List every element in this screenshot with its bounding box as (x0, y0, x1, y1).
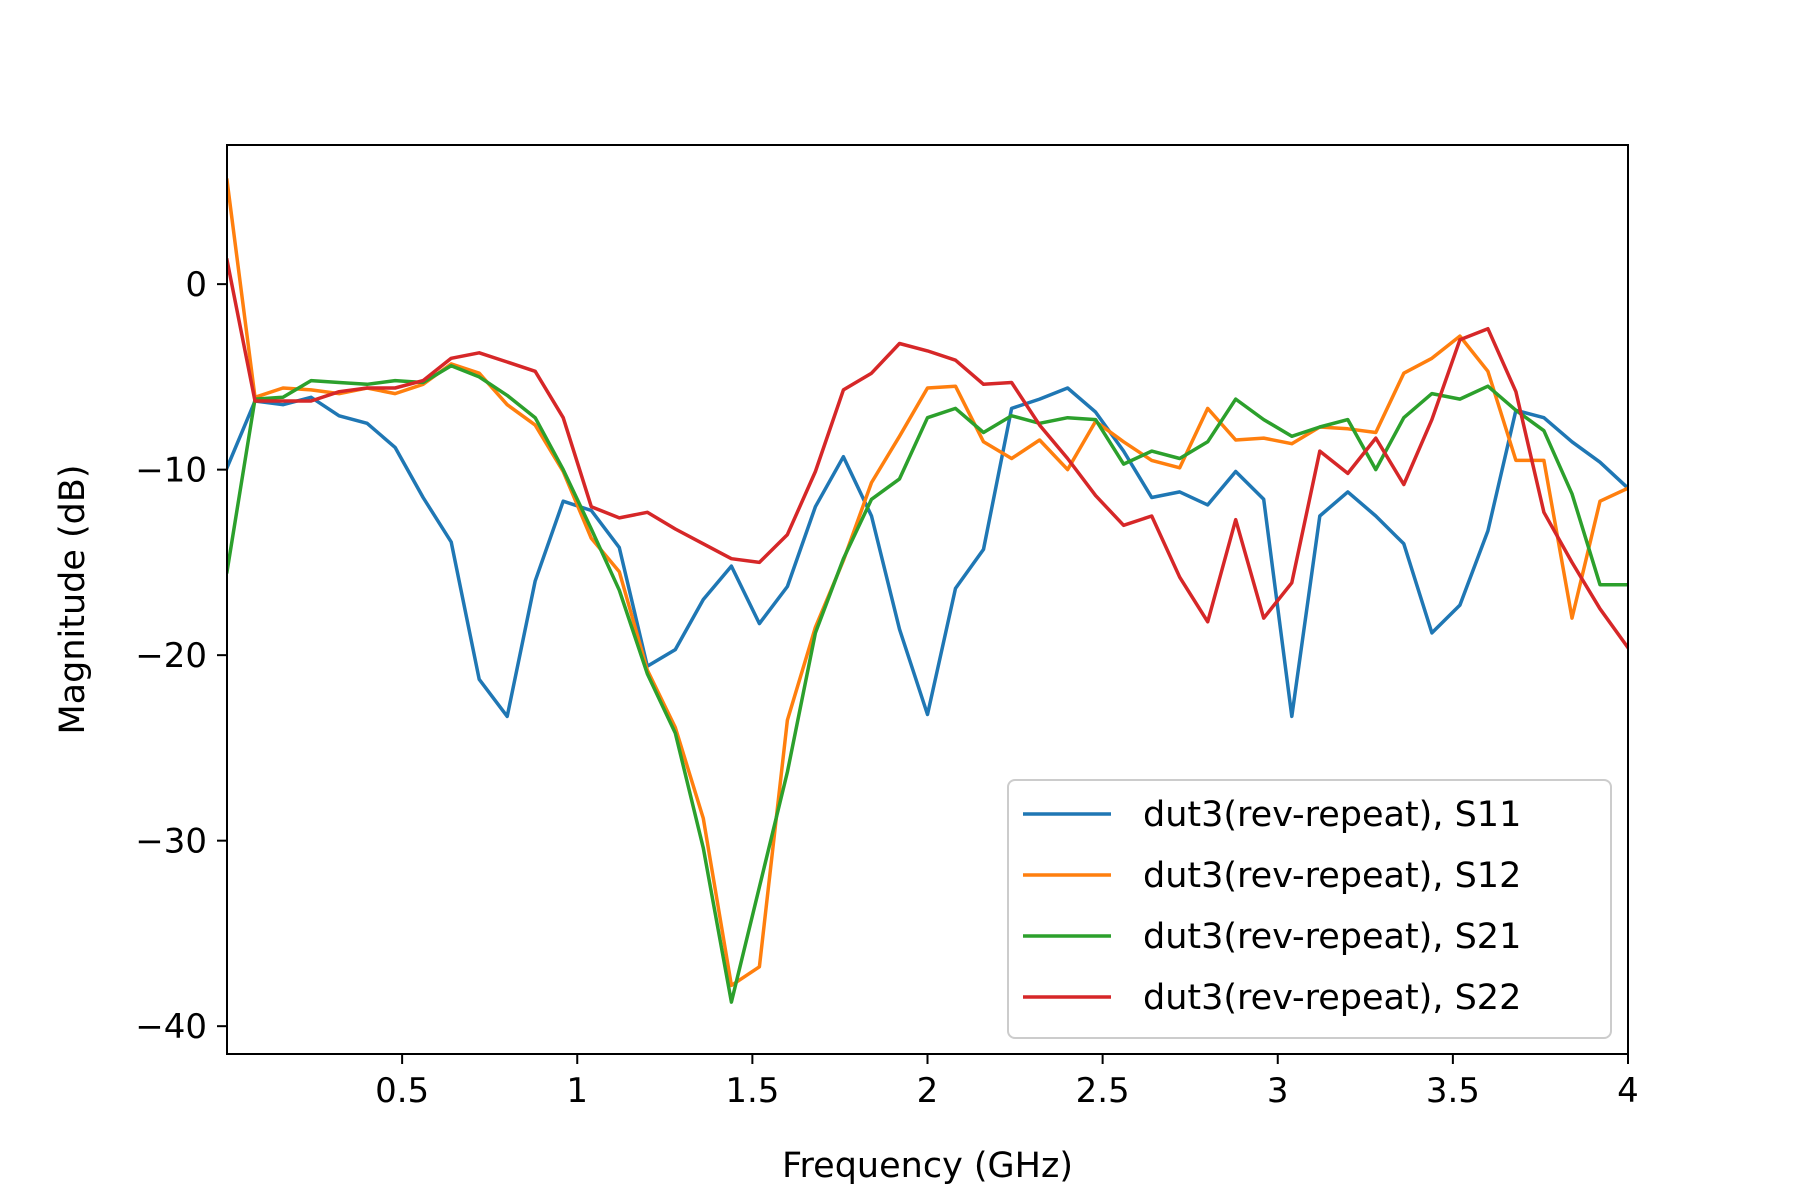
legend-label: dut3(rev-repeat), S22 (1143, 978, 1521, 1018)
y-tick-label: −10 (135, 451, 207, 491)
series-layer (227, 178, 1628, 1004)
y-tick-label: −30 (135, 822, 207, 862)
y-tick-label: −20 (135, 636, 207, 676)
series-line-3 (227, 364, 1628, 1004)
x-tick-label: 3 (1267, 1071, 1289, 1111)
legend: dut3(rev-repeat), S11 dut3(rev-repeat), S… (1007, 779, 1612, 1039)
x-tick-label: 2.5 (1076, 1071, 1130, 1111)
x-tick-label: 4 (1617, 1071, 1639, 1111)
x-tick-label: 1.5 (725, 1071, 779, 1111)
legend-box (1007, 779, 1612, 1039)
series-line-4 (227, 257, 1628, 651)
legend-label: dut3(rev-repeat), S12 (1143, 856, 1521, 896)
series-line-2 (227, 178, 1628, 988)
y-tick-label: 0 (185, 265, 207, 305)
x-tick-label: 2 (917, 1071, 939, 1111)
x-tick-label: 0.5 (375, 1071, 429, 1111)
legend-label: dut3(rev-repeat), S21 (1143, 917, 1521, 957)
y-axis-label: Magnitude (dB) (53, 464, 93, 734)
x-tick-label: 3.5 (1426, 1071, 1480, 1111)
series-line-1 (227, 386, 1628, 719)
x-axis-label: Frequency (GHz) (782, 1146, 1073, 1186)
y-tick-label: −40 (135, 1007, 207, 1047)
x-tick-label: 1 (566, 1071, 588, 1111)
legend-label: dut3(rev-repeat), S11 (1143, 795, 1521, 835)
y-axis: 0 −10 −20 −30 −40 (135, 265, 227, 1047)
x-axis: 0.5 1 1.5 2 2.5 3 3.5 4 (375, 1054, 1639, 1111)
